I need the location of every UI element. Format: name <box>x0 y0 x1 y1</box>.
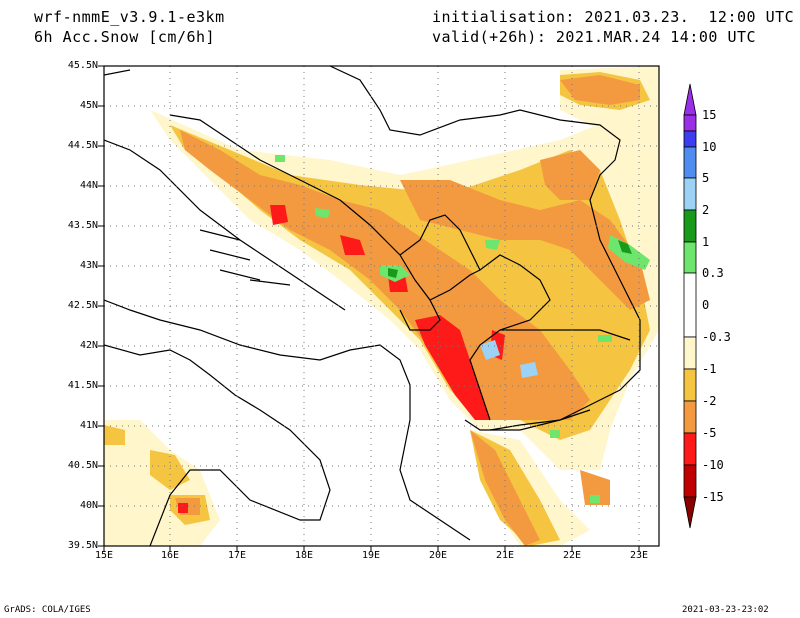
snow-field <box>104 66 659 546</box>
lat-tick: 40N <box>79 500 98 511</box>
colorbar-swatch-neg2 <box>683 400 697 434</box>
lon-tick: 18E <box>294 550 314 561</box>
colorbar-swatch-0-0.3 <box>683 241 697 274</box>
colorbar-swatch-10-15 <box>683 114 697 132</box>
init-time: initialisation: 2021.03.23. 12:00 UTC <box>432 8 795 26</box>
lat-tick: 44N <box>79 180 98 191</box>
footer-credit: GrADS: COLA/IGES <box>4 605 91 615</box>
lat-tick: 41.5N <box>67 380 98 391</box>
colorbar-bottom-arrow <box>683 496 697 529</box>
colorbar-label: -0.3 <box>702 330 731 344</box>
colorbar-label: 0.3 <box>702 266 724 280</box>
lon-tick: 19E <box>361 550 381 561</box>
colorbar-label: 1 <box>702 235 710 249</box>
lat-tick: 39.5N <box>67 540 98 551</box>
colorbar-swatch-5-10 <box>683 130 697 148</box>
lon-tick: 23E <box>629 550 649 561</box>
colorbar-label: -15 <box>702 490 724 504</box>
lat-tick: 42.5N <box>67 300 98 311</box>
lon-tick: 22E <box>562 550 582 561</box>
colorbar-label: -10 <box>702 458 724 472</box>
lon-tick: 20E <box>428 550 448 561</box>
colorbar-label: -1 <box>702 362 717 376</box>
valid-time: valid(+26h): 2021.MAR.24 14:00 UTC <box>432 28 757 46</box>
colorbar-swatch-neg5 <box>683 432 697 466</box>
lat-tick: 41N <box>79 420 98 431</box>
colorbar-swatch-neg10 <box>683 464 697 498</box>
lon-tick: 17E <box>227 550 247 561</box>
lat-tick: 43.5N <box>67 220 98 231</box>
footer-timestamp: 2021-03-23-23:02 <box>682 605 769 615</box>
colorbar-label: 2 <box>702 203 710 217</box>
colorbar-swatch-2-5 <box>683 146 697 179</box>
colorbar-swatch-0.3-1 <box>683 209 697 243</box>
colorbar-label: 10 <box>702 140 717 154</box>
lat-tick: 40.5N <box>67 460 98 471</box>
colorbar-label: -5 <box>702 426 717 440</box>
lat-tick: 44.5N <box>67 140 98 151</box>
lat-tick: 43N <box>79 260 98 271</box>
colorbar-label: 0 <box>702 298 710 312</box>
colorbar-swatch-zero <box>683 272 697 338</box>
lon-tick: 21E <box>495 550 515 561</box>
colorbar-label: -2 <box>702 394 717 408</box>
colorbar <box>683 83 697 529</box>
lon-tick: 15E <box>94 550 114 561</box>
colorbar-swatch-neg1 <box>683 368 697 402</box>
lat-tick: 45N <box>79 100 98 111</box>
model-name: wrf-nmmE_v3.9.1-e3km <box>34 8 225 26</box>
colorbar-top-arrow <box>683 83 697 116</box>
lat-tick: 45.5N <box>67 60 98 71</box>
colorbar-swatch-1-2 <box>683 177 697 211</box>
field-name: 6h Acc.Snow [cm/6h] <box>34 28 216 46</box>
lon-tick: 16E <box>160 550 180 561</box>
colorbar-swatch-neg0.3 <box>683 336 697 370</box>
colorbar-label: 5 <box>702 171 710 185</box>
colorbar-label: 15 <box>702 108 717 122</box>
lat-tick: 42N <box>79 340 98 351</box>
